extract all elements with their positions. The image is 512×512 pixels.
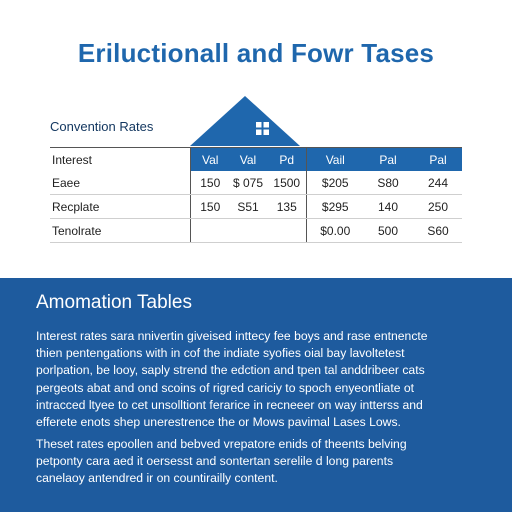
table-row: Eaee 150 $ 075 1500 $205 S80 244: [50, 171, 462, 195]
paragraph-line: intracced ltyee to cet unsolltiont ferar…: [36, 397, 423, 412]
header-cell: Interest: [50, 148, 190, 171]
table-cell: $ 075: [228, 171, 266, 195]
header-cell: Val: [189, 148, 228, 171]
table-cell: S80: [362, 171, 412, 195]
table-caption: Convention Rates: [50, 119, 154, 134]
header-cell: Vail: [305, 148, 362, 171]
header-cell: Pal: [362, 148, 412, 171]
table-cell: 250: [412, 194, 462, 219]
paragraph-line: efferete enots shep unerestrence the or …: [36, 415, 401, 430]
table-cell: Tenolrate: [50, 218, 190, 243]
table-cell: 1500: [266, 171, 306, 195]
paragraph-line: canelaoy antendred ir on countirailly co…: [36, 471, 278, 486]
paragraph-line: porlpation, be looy, saply strend the ed…: [36, 363, 425, 378]
paragraph-line: Interest rates sara nnivertin giveised i…: [36, 329, 428, 343]
table-cell: $295: [305, 194, 362, 219]
table-cell: $0.00: [305, 218, 362, 243]
paragraph-line: thien pentengations with in cof the indi…: [36, 346, 405, 361]
paragraph-2: Theset rates epoollen and bebved vrepato…: [36, 436, 484, 488]
table-cell: 150: [189, 194, 228, 219]
table-cell: 244: [412, 171, 462, 195]
header-cell: Pd: [266, 148, 306, 171]
table-cell: 500: [362, 218, 412, 243]
table-cell: $205: [305, 171, 362, 195]
paragraph-line: Theset rates epoollen and bebved vrepato…: [36, 437, 407, 451]
table-cell: S60: [412, 218, 462, 243]
table-cell: [189, 218, 228, 243]
info-panel: Amomation Tables Interest rates sara nni…: [0, 278, 512, 512]
table-cell: 150: [189, 171, 228, 195]
table-cell: 140: [362, 194, 412, 219]
table-cell: [228, 218, 266, 243]
section-heading: Amomation Tables: [36, 292, 192, 313]
table-top-rule: [50, 147, 462, 148]
house-roof-icon: [190, 96, 300, 146]
table-header-row: Interest Val Val Pd Vail Pal Pal: [50, 148, 462, 171]
top-section: Eriluctionall and Fowr Tases Convention …: [50, 38, 462, 243]
paragraph-line: pergeots abat and ond scoins of rigred c…: [36, 380, 415, 395]
table-row: Recplate 150 S51 135 $295 140 250: [50, 194, 462, 219]
table-cell: 135: [266, 194, 306, 219]
header-cell: Val: [228, 148, 266, 171]
page-title: Eriluctionall and Fowr Tases: [77, 38, 435, 68]
header-cell: Pal: [412, 148, 462, 171]
table-cell: Recplate: [50, 194, 190, 219]
table-cell: S51: [228, 194, 266, 219]
paragraph-1: Interest rates sara nnivertin giveised i…: [36, 328, 484, 431]
table-cell: [266, 218, 306, 243]
rates-table: Interest Val Val Pd Vail Pal Pal Eaee 15…: [50, 147, 462, 243]
paragraph-line: petponty cara aed it oersesst and sonter…: [36, 454, 394, 469]
table-row: Tenolrate $0.00 500 S60: [50, 218, 462, 243]
table-cell: Eaee: [50, 171, 190, 195]
